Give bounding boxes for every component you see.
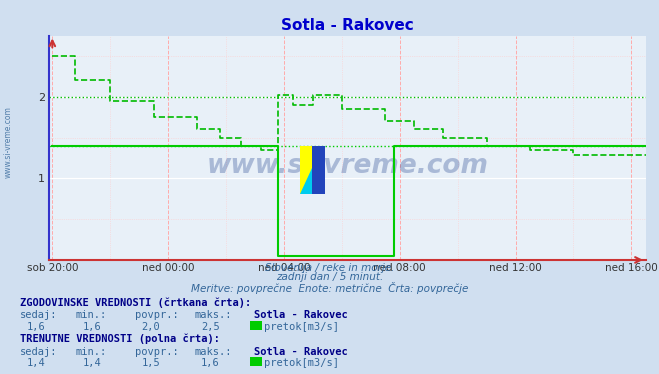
Text: Slovenija / reke in morje.: Slovenija / reke in morje. — [265, 263, 394, 273]
Text: povpr.:: povpr.: — [135, 310, 179, 321]
Text: zadnji dan / 5 minut.: zadnji dan / 5 minut. — [276, 272, 383, 282]
Text: Meritve: povprečne  Enote: metrične  Črta: povprečje: Meritve: povprečne Enote: metrične Črta:… — [191, 282, 468, 294]
Text: 1,6: 1,6 — [26, 322, 45, 332]
Text: 2,5: 2,5 — [201, 322, 219, 332]
Text: www.si-vreme.com: www.si-vreme.com — [3, 106, 13, 178]
Text: maks.:: maks.: — [194, 347, 232, 357]
Text: maks.:: maks.: — [194, 310, 232, 321]
Title: Sotla - Rakovec: Sotla - Rakovec — [281, 18, 414, 33]
Text: 1,6: 1,6 — [201, 358, 219, 368]
Text: TRENUTNE VREDNOSTI (polna črta):: TRENUTNE VREDNOSTI (polna črta): — [20, 334, 219, 344]
Text: min.:: min.: — [76, 310, 107, 321]
Text: sedaj:: sedaj: — [20, 347, 57, 357]
Text: sedaj:: sedaj: — [20, 310, 57, 321]
Text: 1,4: 1,4 — [26, 358, 45, 368]
Text: povpr.:: povpr.: — [135, 347, 179, 357]
Text: 1,5: 1,5 — [142, 358, 160, 368]
Text: pretok[m3/s]: pretok[m3/s] — [264, 358, 339, 368]
Text: 1,4: 1,4 — [82, 358, 101, 368]
Text: Sotla - Rakovec: Sotla - Rakovec — [254, 347, 347, 357]
Text: ZGODOVINSKE VREDNOSTI (črtkana črta):: ZGODOVINSKE VREDNOSTI (črtkana črta): — [20, 297, 251, 308]
Text: 1,6: 1,6 — [82, 322, 101, 332]
Text: 2,0: 2,0 — [142, 322, 160, 332]
Text: www.si-vreme.com: www.si-vreme.com — [207, 153, 488, 179]
Text: Sotla - Rakovec: Sotla - Rakovec — [254, 310, 347, 321]
Text: pretok[m3/s]: pretok[m3/s] — [264, 322, 339, 332]
Text: min.:: min.: — [76, 347, 107, 357]
